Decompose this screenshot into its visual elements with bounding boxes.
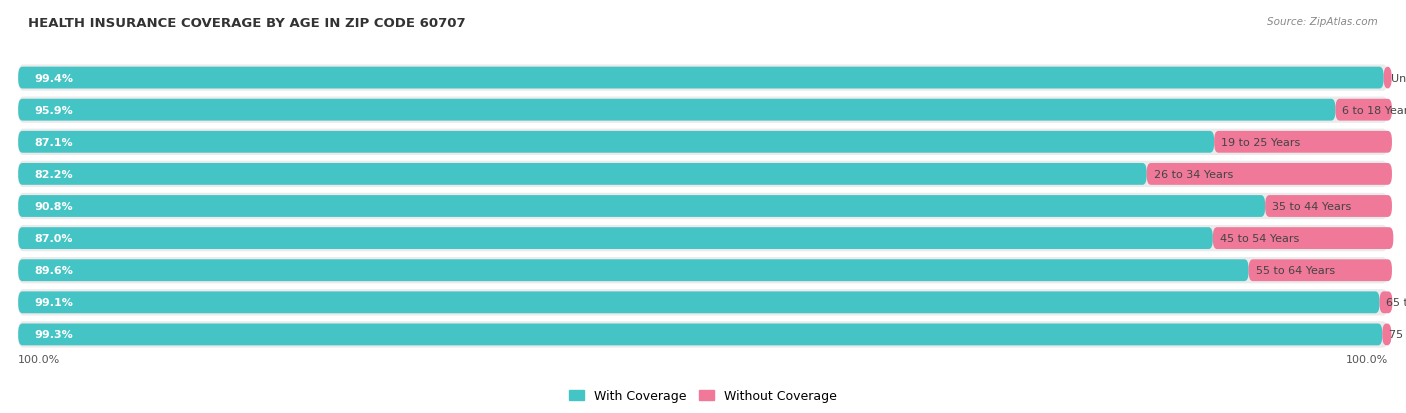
FancyBboxPatch shape (1379, 292, 1392, 313)
Text: 35 to 44 Years: 35 to 44 Years (1272, 202, 1351, 211)
Text: 45 to 54 Years: 45 to 54 Years (1220, 233, 1299, 244)
FancyBboxPatch shape (18, 321, 1388, 348)
FancyBboxPatch shape (18, 164, 1147, 185)
Legend: With Coverage, Without Coverage: With Coverage, Without Coverage (564, 385, 842, 408)
Text: HEALTH INSURANCE COVERAGE BY AGE IN ZIP CODE 60707: HEALTH INSURANCE COVERAGE BY AGE IN ZIP … (28, 17, 465, 29)
Text: 99.4%: 99.4% (35, 74, 73, 83)
FancyBboxPatch shape (18, 292, 1379, 313)
Text: 55 to 64 Years: 55 to 64 Years (1256, 266, 1334, 275)
FancyBboxPatch shape (1336, 100, 1392, 121)
Text: 65 to 74 Years: 65 to 74 Years (1386, 298, 1406, 308)
FancyBboxPatch shape (18, 67, 1384, 89)
FancyBboxPatch shape (1382, 324, 1392, 346)
FancyBboxPatch shape (18, 161, 1388, 188)
FancyBboxPatch shape (1249, 260, 1392, 281)
Text: 100.0%: 100.0% (1346, 355, 1388, 365)
Text: 100.0%: 100.0% (18, 355, 60, 365)
Text: 99.1%: 99.1% (35, 298, 73, 308)
FancyBboxPatch shape (18, 129, 1388, 156)
Text: 82.2%: 82.2% (35, 169, 73, 180)
FancyBboxPatch shape (18, 228, 1213, 249)
FancyBboxPatch shape (18, 324, 1382, 346)
Text: 87.1%: 87.1% (35, 138, 73, 147)
FancyBboxPatch shape (18, 193, 1388, 220)
Text: 90.8%: 90.8% (35, 202, 73, 211)
FancyBboxPatch shape (18, 132, 1215, 153)
Text: 87.0%: 87.0% (35, 233, 73, 244)
FancyBboxPatch shape (1147, 164, 1392, 185)
FancyBboxPatch shape (18, 97, 1388, 123)
FancyBboxPatch shape (18, 260, 1249, 281)
Text: 89.6%: 89.6% (35, 266, 73, 275)
FancyBboxPatch shape (18, 65, 1388, 92)
Text: Source: ZipAtlas.com: Source: ZipAtlas.com (1267, 17, 1378, 26)
Text: 95.9%: 95.9% (35, 105, 73, 115)
Text: 19 to 25 Years: 19 to 25 Years (1220, 138, 1301, 147)
Text: 6 to 18 Years: 6 to 18 Years (1343, 105, 1406, 115)
FancyBboxPatch shape (1265, 196, 1392, 217)
FancyBboxPatch shape (18, 225, 1388, 252)
FancyBboxPatch shape (1213, 228, 1393, 249)
Text: 26 to 34 Years: 26 to 34 Years (1153, 169, 1233, 180)
FancyBboxPatch shape (1215, 132, 1392, 153)
FancyBboxPatch shape (18, 290, 1388, 316)
Text: 75 Years and older: 75 Years and older (1389, 330, 1406, 339)
Text: Under 6 Years: Under 6 Years (1391, 74, 1406, 83)
Text: 99.3%: 99.3% (35, 330, 73, 339)
FancyBboxPatch shape (18, 100, 1336, 121)
FancyBboxPatch shape (1384, 67, 1392, 89)
FancyBboxPatch shape (18, 196, 1265, 217)
FancyBboxPatch shape (18, 257, 1388, 284)
